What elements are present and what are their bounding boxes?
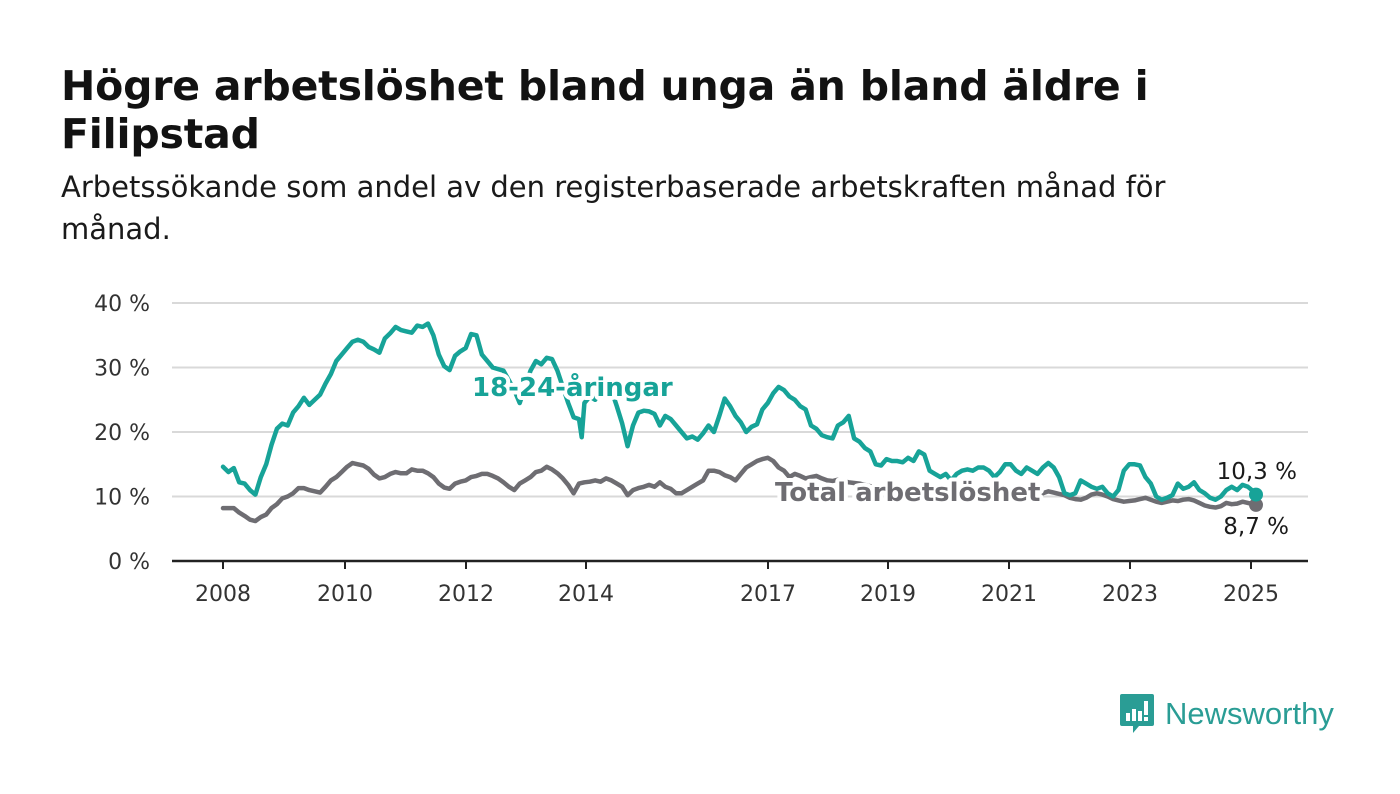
gridlines — [172, 302, 1308, 498]
logo-bar — [1126, 713, 1130, 721]
newsworthy-logo: Newsworthy — [1119, 690, 1334, 738]
series-label-youth: 18-24-åringar — [472, 371, 673, 403]
y-tick-label: 10 % — [94, 486, 150, 511]
axes: 0 % 10 % 20 % 30 % 40 % 2008 2010 2012 2014 2017 2… — [94, 292, 1308, 607]
series-label-youth-halo: 18-24-åringar — [472, 371, 673, 403]
y-tick-label: 40 % — [94, 292, 150, 317]
series-label-total-halo: Total arbetslöshet — [775, 478, 1040, 508]
x-tick-label: 2021 — [981, 582, 1037, 607]
series-end-marker — [1249, 487, 1263, 502]
chart-title: Högre arbetslöshet bland unga än bland ä… — [61, 62, 1149, 158]
end-value-youth: 10,3 % — [1217, 459, 1297, 485]
x-tick-label: 2008 — [195, 582, 251, 607]
logo-bar — [1138, 711, 1142, 721]
logo-bar — [1132, 709, 1136, 721]
x-tick-label: 2023 — [1102, 582, 1158, 607]
bar-chart-icon — [1120, 694, 1154, 733]
x-tick-label: 2010 — [317, 582, 373, 607]
logo-badge-shape — [1120, 694, 1154, 733]
series-label-total: Total arbetslöshet — [775, 478, 1040, 508]
x-tick-label: 2025 — [1223, 582, 1279, 607]
brand-name: Newsworthy — [1165, 696, 1334, 731]
x-tick-label: 2017 — [740, 582, 796, 607]
series-end-marker — [1249, 497, 1263, 512]
series-line-total — [220, 455, 1259, 524]
y-tick-label: 0 % — [108, 550, 150, 575]
x-tick-label: 2014 — [558, 582, 614, 607]
logo-bar — [1144, 701, 1148, 715]
series-line-youth — [220, 321, 1259, 502]
x-tick-label: 2019 — [860, 582, 916, 607]
logo-bar — [1144, 717, 1148, 721]
chart-subtitle: Arbetssökande som andel av den registerb… — [61, 170, 1166, 246]
y-tick-label: 20 % — [94, 421, 150, 446]
x-tick-label: 2012 — [438, 582, 494, 607]
y-tick-label: 30 % — [94, 357, 150, 382]
end-value-total: 8,7 % — [1223, 514, 1289, 540]
series-lines — [220, 321, 1263, 524]
